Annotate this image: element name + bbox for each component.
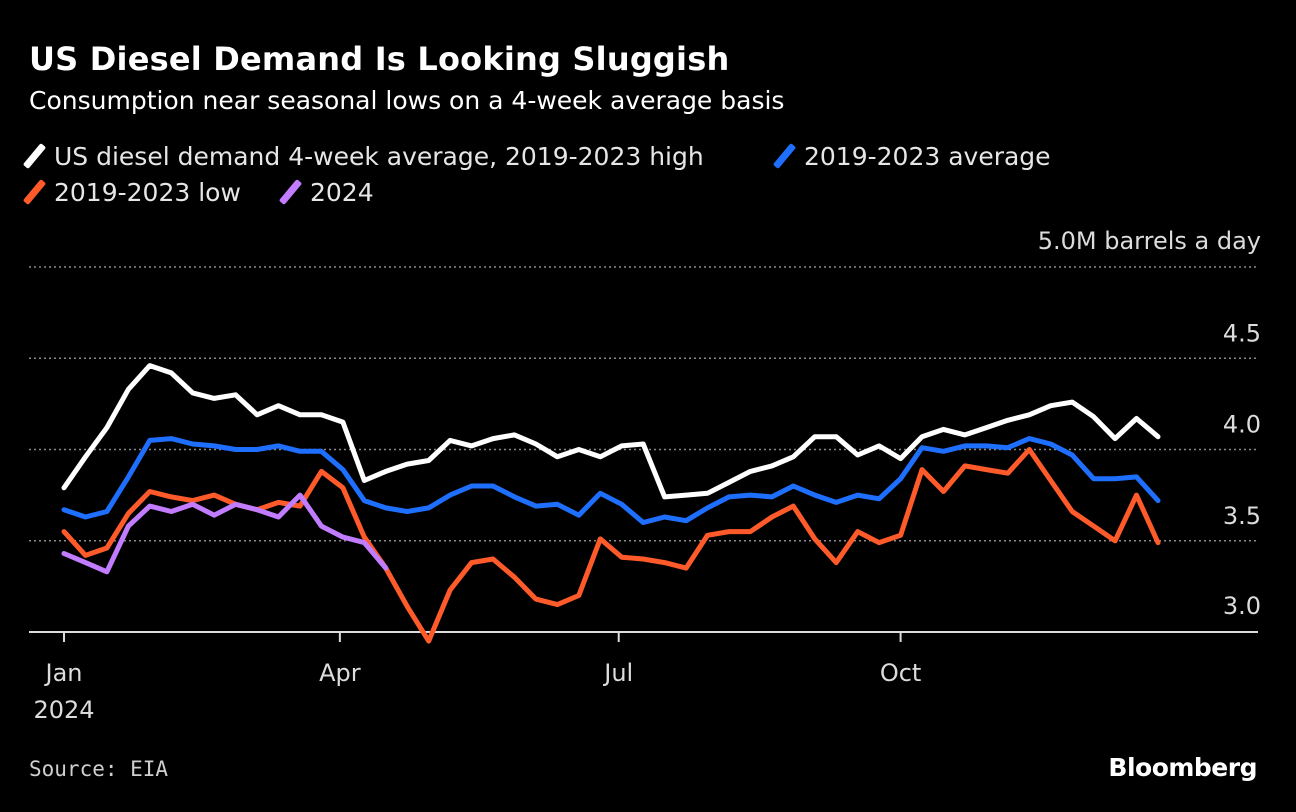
x-tick-label: Oct	[880, 659, 922, 687]
source-note: Source: EIA	[29, 757, 169, 781]
bloomberg-logo: Bloomberg	[1108, 753, 1257, 782]
x-tick-label: Apr	[319, 659, 361, 687]
y-tick-label: 3.5	[1223, 502, 1261, 530]
legend-label-low: 2019-2023 low	[54, 178, 241, 207]
legend-item-2024: 2024	[278, 178, 374, 207]
series-line-low	[61, 447, 1161, 644]
legend-item-high: US diesel demand 4-week average, 2019-20…	[22, 142, 704, 171]
legend-label-average: 2019-2023 average	[804, 142, 1051, 171]
y-tick-label: 5.0M barrels a day	[1038, 227, 1261, 255]
y-tick-label: 3.0	[1223, 592, 1261, 620]
y-tick-label: 4.5	[1223, 319, 1261, 347]
chart-title: US Diesel Demand Is Looking Sluggish	[29, 40, 730, 78]
legend-label-high: US diesel demand 4-week average, 2019-20…	[54, 142, 704, 171]
legend-item-average: 2019-2023 average	[772, 142, 1051, 171]
series-line-high	[61, 363, 1161, 500]
x-tick-label: Jan	[44, 659, 83, 687]
legend-item-low: 2019-2023 low	[22, 178, 241, 207]
x-tick-sublabel: 2024	[33, 696, 94, 724]
series-line-average	[61, 436, 1161, 525]
chart-subtitle: Consumption near seasonal lows on a 4-we…	[29, 86, 785, 115]
series-line-2024	[61, 492, 389, 575]
y-tick-label: 4.0	[1223, 411, 1261, 439]
legend-label-2024: 2024	[310, 178, 374, 207]
x-tick-label: Jul	[602, 659, 633, 687]
